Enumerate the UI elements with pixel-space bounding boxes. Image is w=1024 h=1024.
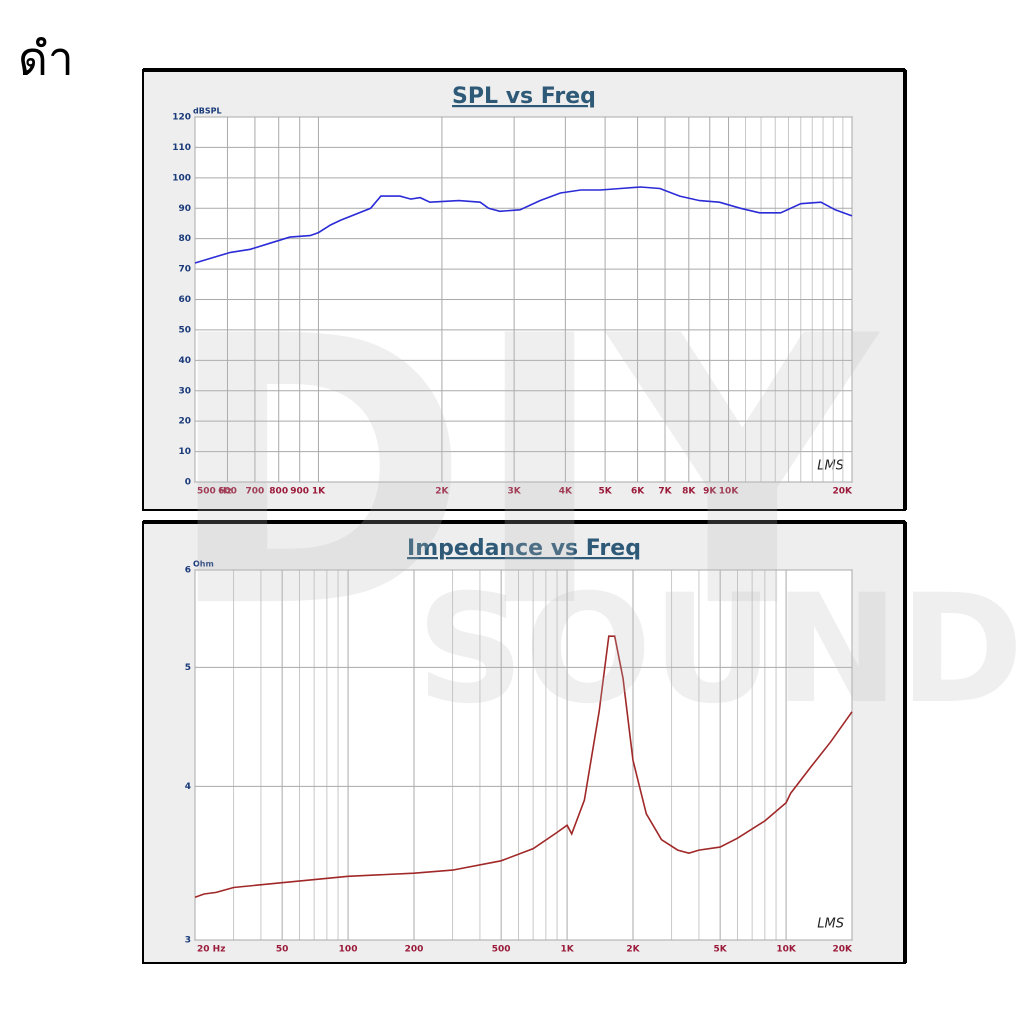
page-label: ดำ — [18, 32, 74, 86]
y-unit: Ohm — [193, 560, 214, 569]
y-tick-label: 0 — [185, 478, 191, 488]
logo: LMS — [817, 459, 844, 474]
x-tick-label: 600 — [218, 487, 237, 497]
x-tick-label: 7K — [658, 487, 672, 497]
y-tick-label: 4 — [185, 782, 191, 792]
y-tick-label: 80 — [178, 234, 191, 244]
y-tick-label: 20 — [178, 417, 191, 427]
y-tick-label: 6 — [185, 566, 191, 576]
x-tick-label: 1K — [312, 487, 326, 497]
x-tick-label: 5K — [714, 945, 728, 955]
x-tick-label: 1K — [560, 945, 574, 955]
chart-title: SPL vs Freq — [452, 84, 596, 109]
x-tick-label: 20K — [833, 945, 854, 955]
x-tick-label: 800 — [269, 487, 288, 497]
x-tick-label: 900 — [290, 487, 309, 497]
charts: SPL vs Freq dBSPL LMS 0 10 20 30 40 50 60 70 80 90 10… — [142, 68, 907, 964]
x-tick-label: 5K — [598, 487, 612, 497]
x-tick-label: 10K — [776, 945, 797, 955]
x-tick-label: 6K — [631, 487, 645, 497]
y-tick-label: 100 — [172, 173, 191, 183]
x-tick-label: 10K — [719, 487, 740, 497]
y-tick-label: 60 — [178, 295, 191, 305]
chart: Impedance vs Freq Ohm LMS 3 4 5 6 20 Hz 50 100 200… — [142, 520, 907, 964]
x-tick-label: 8K — [682, 487, 696, 497]
chart-title: Impedance vs Freq — [407, 536, 641, 561]
y-unit: dBSPL — [193, 107, 222, 116]
y-tick-label: 110 — [172, 143, 191, 153]
x-tick-label: 9K — [703, 487, 717, 497]
y-tick-label: 50 — [178, 325, 191, 335]
x-tick-label: 50 — [276, 945, 289, 955]
x-tick-label: 200 — [405, 945, 424, 955]
x-tick-label: 3K — [507, 487, 521, 497]
plot-area — [194, 569, 853, 941]
x-tick-label: 20K — [833, 487, 854, 497]
y-tick-label: 90 — [178, 204, 191, 214]
y-tick-label: 120 — [172, 113, 191, 123]
x-tick-label: 2K — [435, 487, 449, 497]
x-tick-label: 100 — [339, 945, 358, 955]
y-tick-label: 3 — [185, 936, 191, 946]
line-series — [194, 635, 853, 899]
y-tick-label: 5 — [185, 663, 191, 673]
x-tick-label: 2K — [626, 945, 640, 955]
x-tick-label: 700 — [246, 487, 265, 497]
x-tick-label: 500 — [492, 945, 511, 955]
y-tick-label: 10 — [178, 447, 191, 457]
chart: SPL vs Freq dBSPL LMS 0 10 20 30 40 50 60 70 80 90 10… — [142, 68, 907, 511]
logo: LMS — [817, 917, 844, 932]
y-tick-label: 30 — [178, 386, 191, 396]
y-tick-label: 70 — [178, 265, 191, 275]
y-tick-label: 40 — [178, 356, 191, 366]
x-tick-label: 4K — [559, 487, 573, 497]
x-tick-label: 500 Hz — [197, 487, 232, 497]
line-series — [194, 186, 853, 264]
x-tick-label: 20 Hz — [197, 945, 225, 955]
